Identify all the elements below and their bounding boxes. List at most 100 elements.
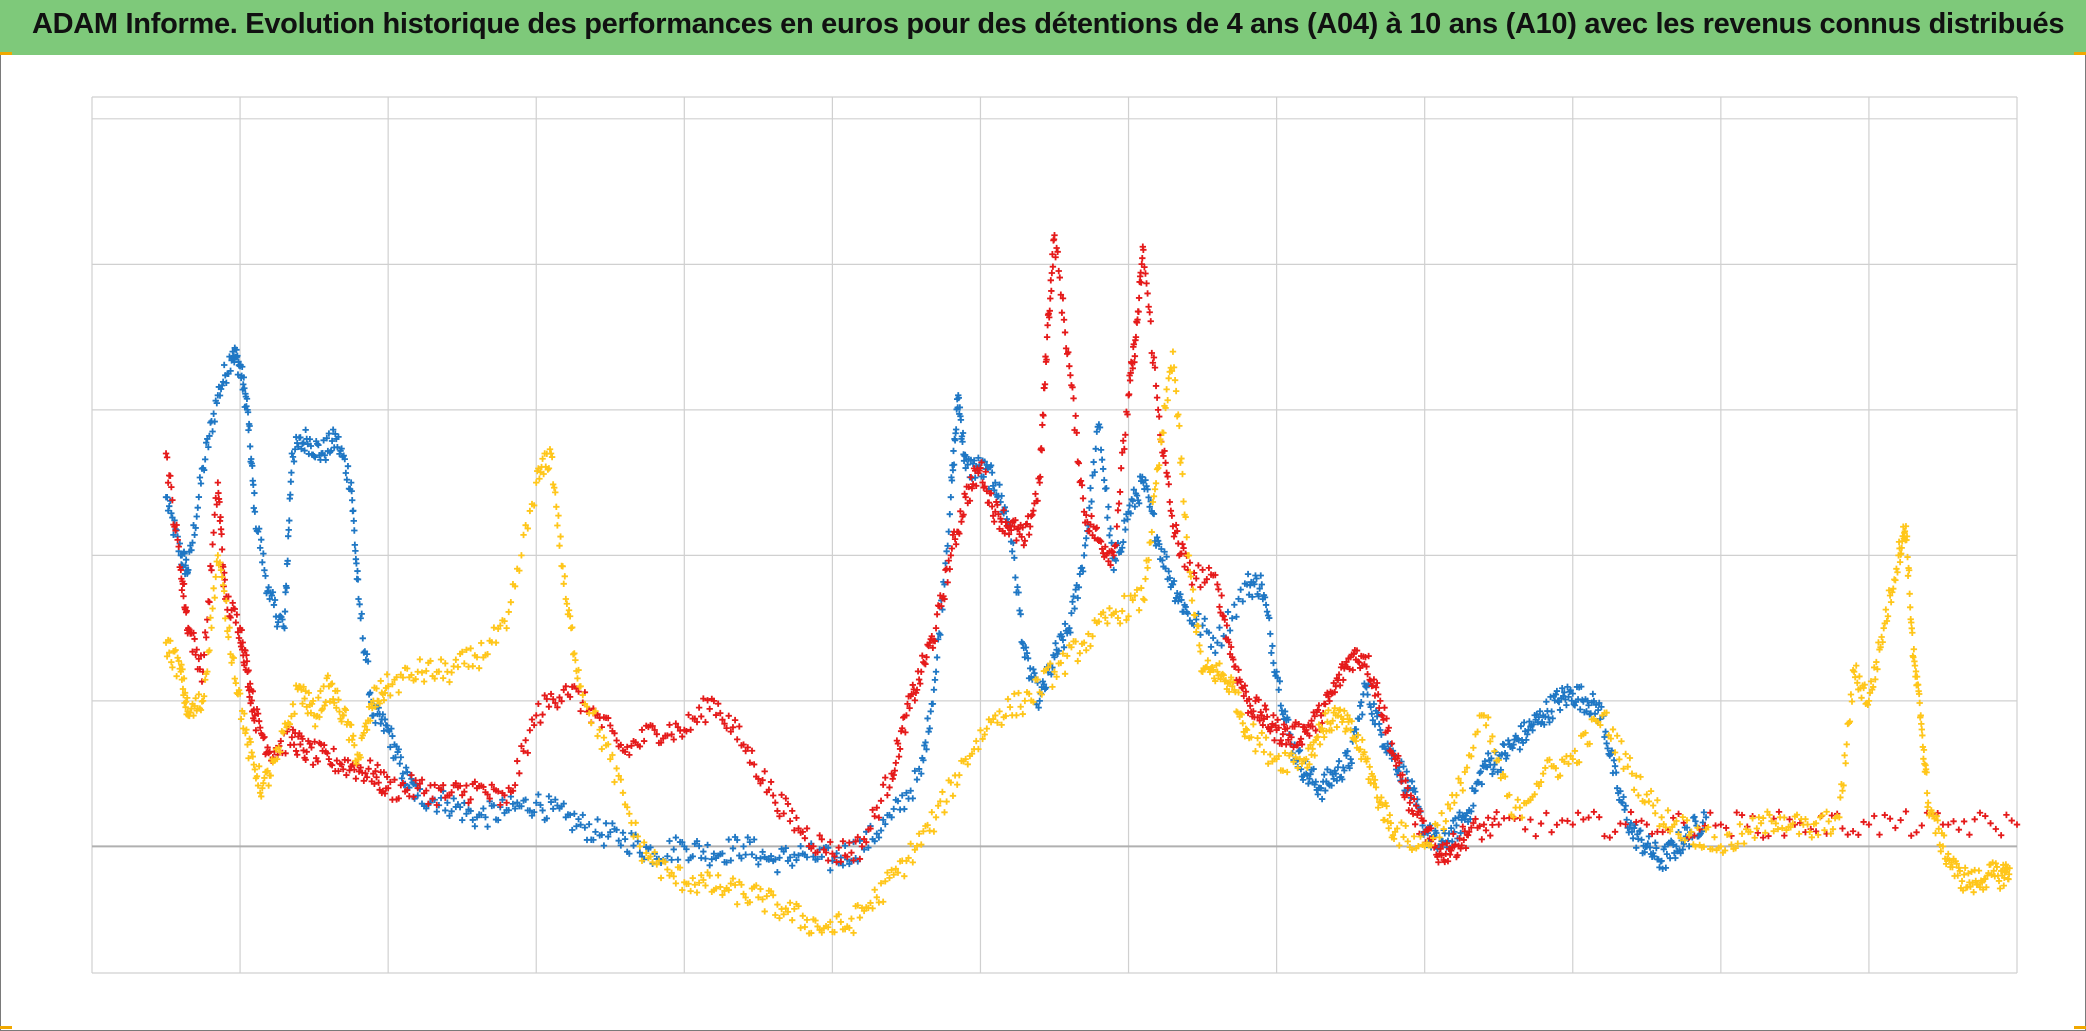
data-point-interp [1102, 543, 1109, 550]
data-point-interp [761, 768, 768, 775]
data-point-interp [253, 706, 261, 713]
data-point-interp [1812, 820, 1820, 827]
data-point-interp [1358, 699, 1365, 706]
data-point-interp [2003, 811, 2010, 819]
data-point-interp [217, 513, 224, 521]
data-point-interp [558, 697, 565, 705]
data-point-interp [952, 541, 960, 548]
data-point-interp [1553, 821, 1561, 828]
data-point-interp [755, 775, 762, 783]
data-point-interp [1795, 830, 1803, 838]
data-point-interp [657, 874, 665, 882]
data-point-interp [712, 885, 720, 892]
data-point-interp [1061, 329, 1069, 336]
data-point-interp [1622, 750, 1629, 758]
data-point-interp [522, 522, 529, 529]
data-point-interp [223, 379, 230, 387]
data-point-interp [289, 453, 297, 461]
data-point-interp [1218, 592, 1225, 599]
data-point-interp [1026, 523, 1034, 530]
data-point-interp [1866, 689, 1874, 697]
data-point-interp [171, 517, 178, 524]
data-point-interp [961, 451, 969, 459]
data-point-interp [1166, 574, 1173, 582]
data-point-interp [173, 672, 180, 680]
data-point [1377, 697, 1384, 705]
data-point-interp [1338, 776, 1346, 783]
data-point-interp [915, 765, 923, 773]
data-point-interp [357, 615, 364, 622]
data-point-interp [373, 685, 380, 692]
data-point [2006, 865, 2013, 872]
data-point-interp [545, 793, 553, 800]
data-point-interp [957, 416, 965, 424]
data-point-interp [1179, 540, 1186, 548]
data-point-interp [1685, 843, 1693, 850]
data-point-interp [979, 479, 986, 486]
data-point-interp [1646, 844, 1654, 851]
data-point-interp [1117, 548, 1125, 555]
data-point-interp [989, 482, 997, 490]
data-point-interp [1958, 877, 1966, 885]
data-point-interp [1150, 354, 1158, 361]
data-point-interp [273, 623, 281, 630]
data-point-interp [1491, 815, 1498, 822]
data-point-interp [353, 560, 360, 567]
data-point-interp [1049, 683, 1056, 691]
data-point-interp [1306, 775, 1313, 782]
data-point-interp [1389, 832, 1397, 839]
data-point-interp [1216, 624, 1223, 631]
data-point-interp [957, 508, 964, 515]
data-point-interp [1226, 650, 1234, 658]
data-point-interp [643, 849, 650, 857]
data-point-interp [1574, 809, 1582, 817]
data-point-interp [1823, 808, 1830, 815]
data-point-interp [702, 718, 709, 726]
data-point-interp [1037, 473, 1044, 481]
data-point-interp [575, 688, 582, 695]
data-point-interp [898, 792, 906, 799]
data-point-interp [555, 512, 562, 519]
data-point-interp [1789, 820, 1796, 827]
data-point-interp [1616, 756, 1623, 763]
data-point-interp [719, 891, 726, 899]
data-point-interp [1016, 607, 1023, 614]
data-point-interp [1149, 359, 1157, 366]
data-point-interp [1354, 731, 1362, 739]
data-point-interp [1861, 681, 1868, 688]
data-point-interp [725, 712, 732, 720]
data-point-interp [1222, 677, 1230, 684]
data-point [710, 850, 718, 857]
data-point-interp [316, 713, 323, 721]
data-point-interp [791, 827, 798, 834]
data-point-interp [350, 507, 357, 514]
data-point-interp [947, 779, 955, 786]
data-point [932, 668, 940, 675]
data-point-interp [1160, 429, 1167, 437]
data-point-interp [797, 842, 804, 850]
data-point-interp [1349, 666, 1356, 674]
data-point-interp [581, 824, 589, 831]
data-point-interp [168, 658, 175, 666]
data-point-interp [1032, 490, 1039, 498]
data-point-interp [1408, 807, 1416, 814]
data-point-interp [358, 610, 365, 618]
data-point-interp [1040, 412, 1047, 419]
data-point-interp [446, 678, 453, 686]
data-point-interp [808, 929, 815, 937]
data-point-interp [1263, 713, 1271, 721]
data-point-interp [693, 837, 701, 845]
data-point-interp [1786, 816, 1793, 823]
data-point [1628, 770, 1636, 777]
data-point-interp [1121, 445, 1128, 453]
data-point-interp [1322, 710, 1329, 717]
data-point-interp [209, 605, 216, 612]
data-point-interp [1709, 845, 1716, 853]
data-point-interp [812, 917, 819, 924]
data-point-interp [559, 563, 566, 570]
data-point-interp [951, 535, 959, 543]
data-point-interp [1897, 816, 1904, 824]
data-point-interp [418, 669, 426, 676]
data-point-interp [902, 729, 909, 736]
data-point-interp [742, 851, 749, 858]
